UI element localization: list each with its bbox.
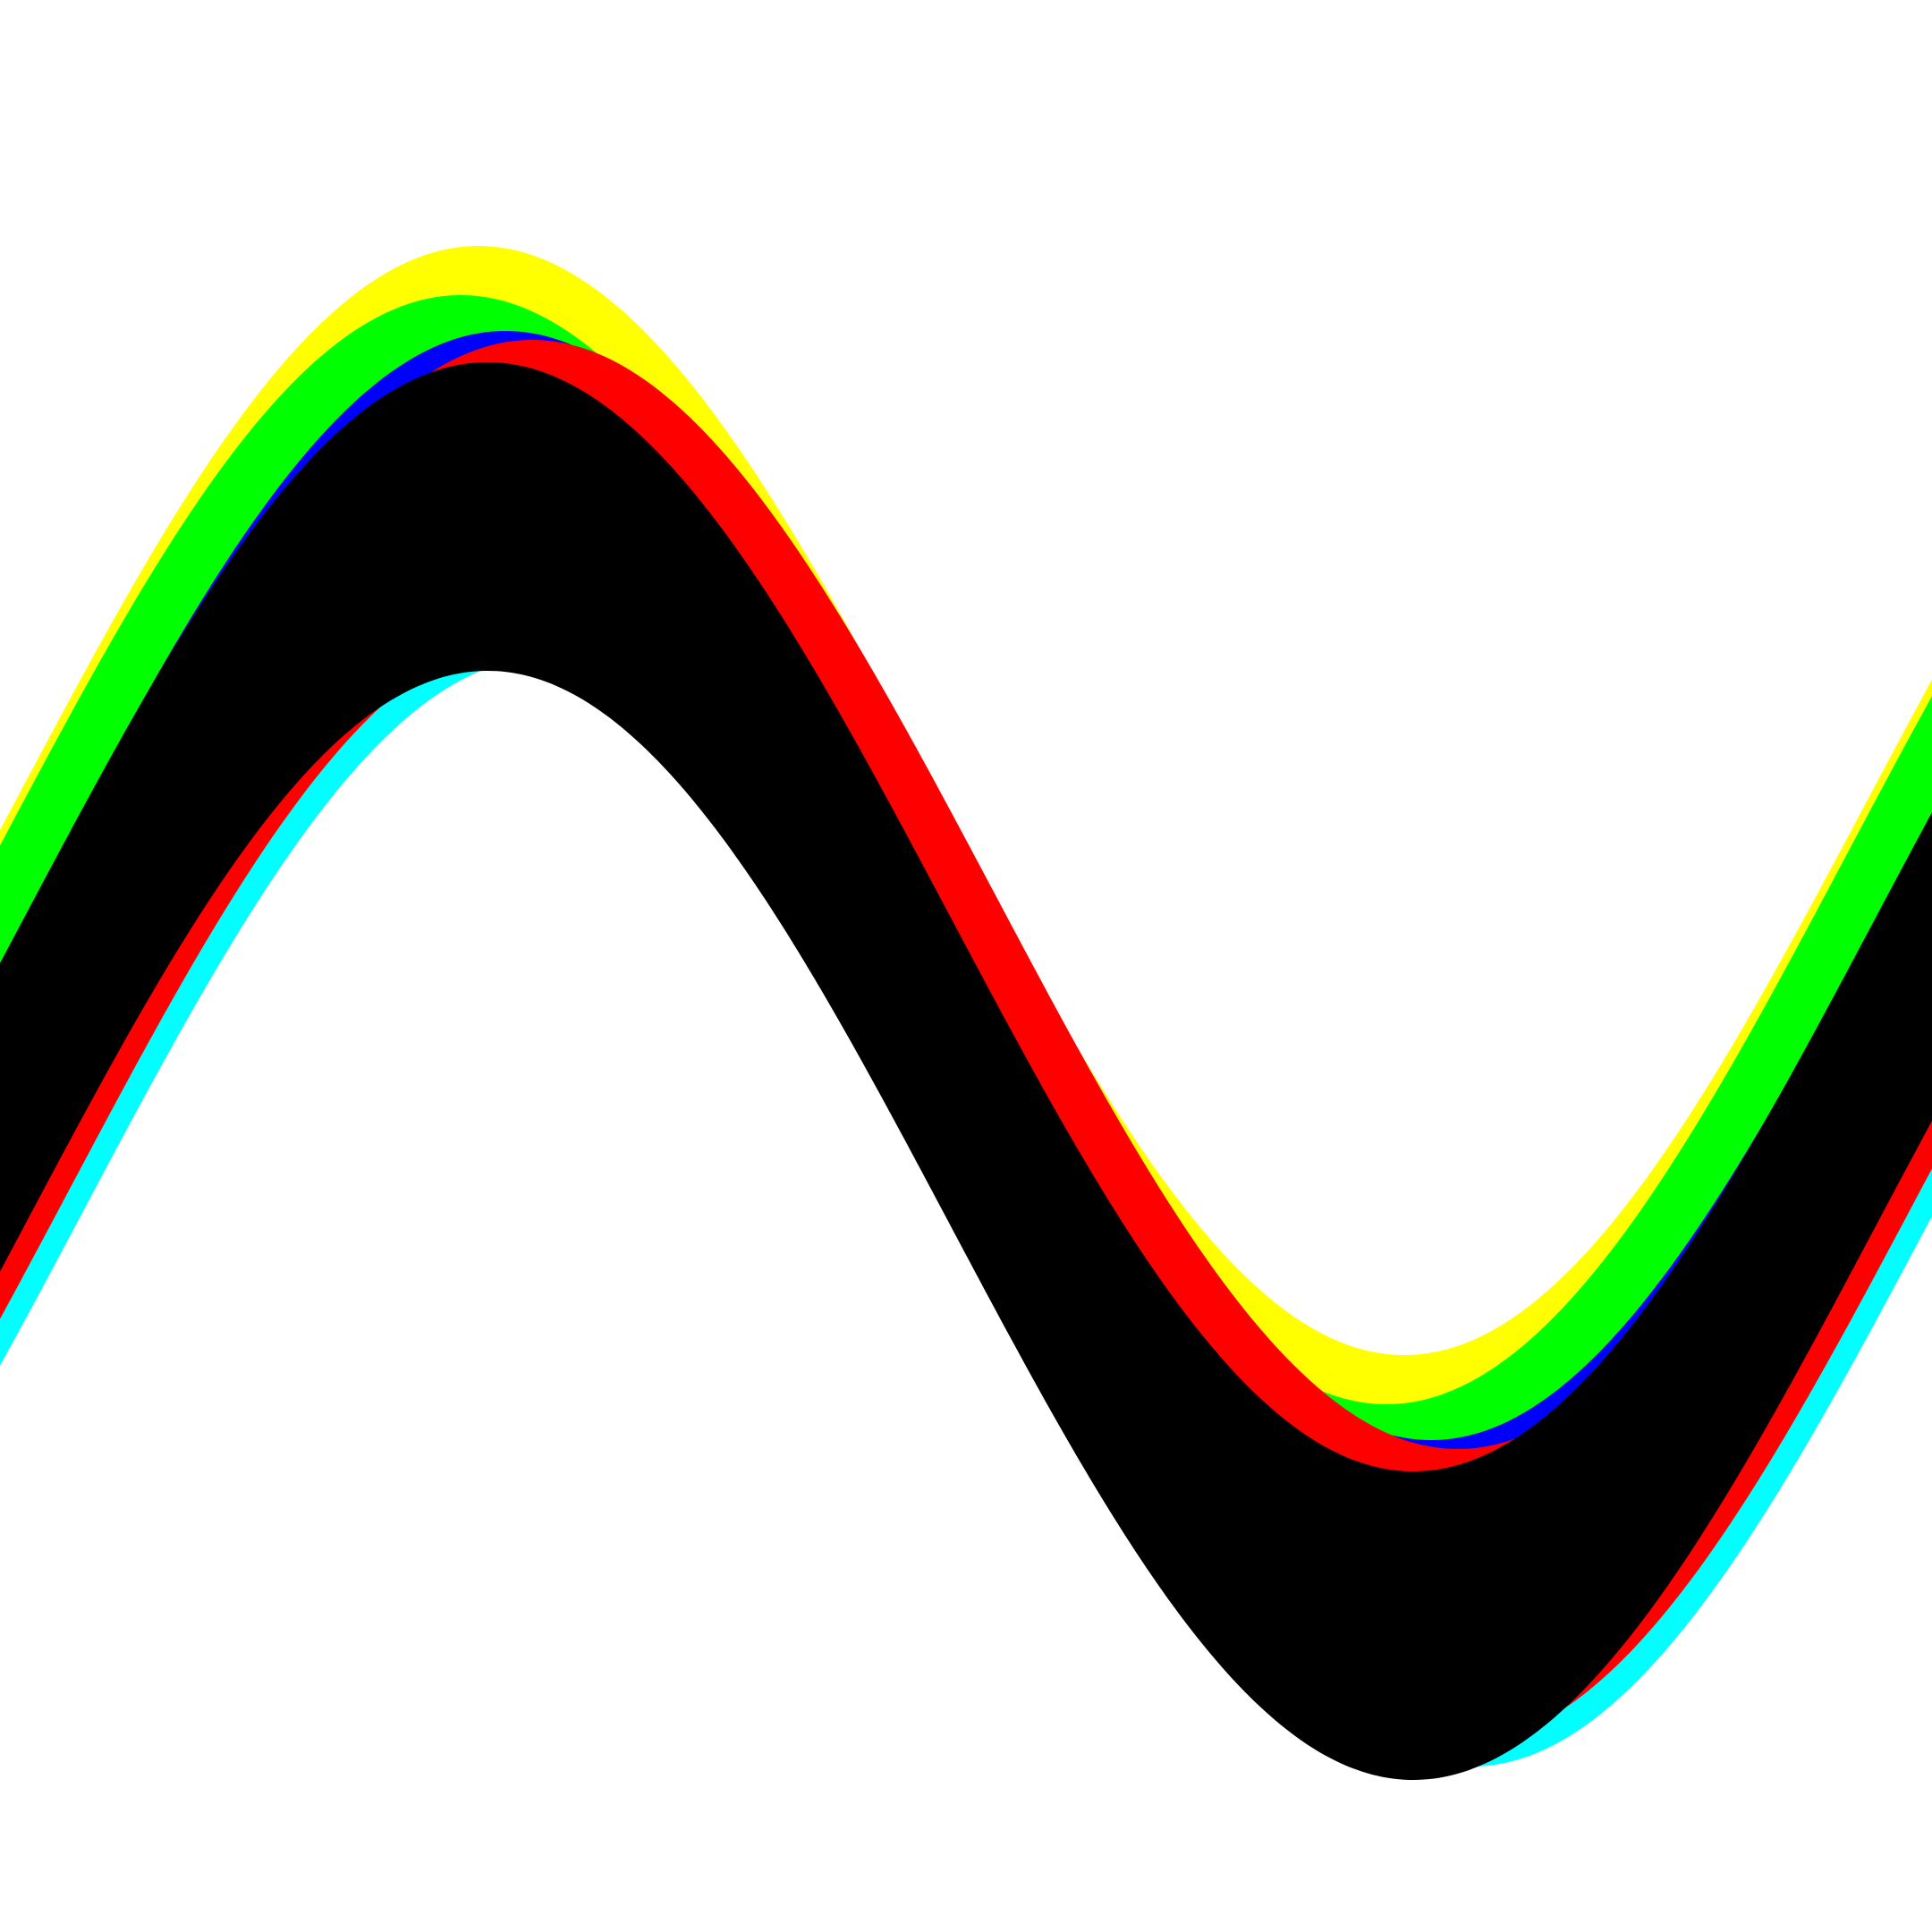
black-band — [0, 362, 1932, 1780]
wave-bands — [0, 246, 1932, 1780]
